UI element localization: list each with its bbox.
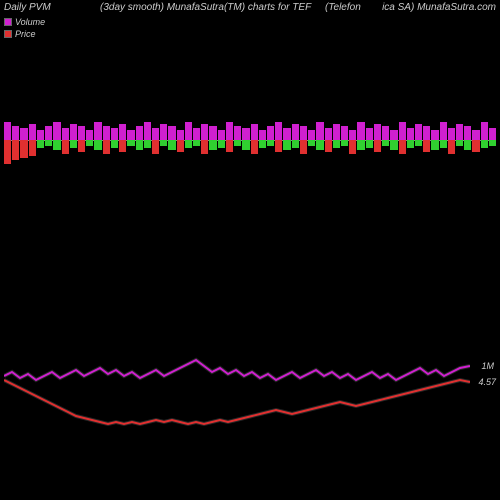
price-line-label: 4.57 <box>478 377 496 387</box>
bar <box>275 90 282 190</box>
pvm-bar-chart <box>4 90 496 190</box>
bar <box>251 90 258 190</box>
bar <box>53 90 60 190</box>
bar <box>209 90 216 190</box>
bar <box>308 90 315 190</box>
bar <box>70 90 77 190</box>
bar <box>472 90 479 190</box>
bar <box>399 90 406 190</box>
bar <box>111 90 118 190</box>
bar <box>283 90 290 190</box>
legend-volume: Volume <box>4 16 45 28</box>
bar <box>234 90 241 190</box>
bar <box>12 90 19 190</box>
bar <box>226 90 233 190</box>
bar <box>103 90 110 190</box>
bar <box>144 90 151 190</box>
title-right1: (Telefon <box>325 2 361 13</box>
bar <box>431 90 438 190</box>
bar <box>325 90 332 190</box>
bar <box>185 90 192 190</box>
line-chart: 1M 4.57 <box>4 330 470 470</box>
bar <box>481 90 488 190</box>
chart-header: Daily PVM (3day smooth) MunafaSutra(TM) … <box>0 2 500 42</box>
legend-price: Price <box>4 28 45 40</box>
bar <box>423 90 430 190</box>
bar <box>119 90 126 190</box>
bar <box>292 90 299 190</box>
bar <box>489 90 496 190</box>
title-center: (3day smooth) MunafaSutra(TM) charts for… <box>100 2 311 13</box>
bar <box>464 90 471 190</box>
line-svg <box>4 330 470 470</box>
bar <box>382 90 389 190</box>
bar <box>160 90 167 190</box>
bar <box>152 90 159 190</box>
bar <box>242 90 249 190</box>
bar <box>29 90 36 190</box>
bar <box>218 90 225 190</box>
bar-container <box>4 90 496 190</box>
bar <box>4 90 11 190</box>
legend: Volume Price <box>4 16 45 40</box>
bar <box>20 90 27 190</box>
bar <box>136 90 143 190</box>
bar <box>316 90 323 190</box>
bar <box>341 90 348 190</box>
bar <box>374 90 381 190</box>
legend-price-box <box>4 30 12 38</box>
legend-volume-label: Volume <box>15 17 45 27</box>
title-right2: ica SA) MunafaSutra.com <box>382 2 496 13</box>
bar <box>86 90 93 190</box>
bar <box>366 90 373 190</box>
volume-line-label: 1M <box>481 361 494 371</box>
bar <box>333 90 340 190</box>
legend-price-label: Price <box>15 29 36 39</box>
bar <box>201 90 208 190</box>
legend-volume-box <box>4 18 12 26</box>
bar <box>94 90 101 190</box>
bar <box>349 90 356 190</box>
bar <box>357 90 364 190</box>
bar <box>127 90 134 190</box>
bar <box>456 90 463 190</box>
bar <box>45 90 52 190</box>
bar <box>193 90 200 190</box>
bar <box>259 90 266 190</box>
bar <box>300 90 307 190</box>
bar <box>448 90 455 190</box>
bar <box>415 90 422 190</box>
bar <box>390 90 397 190</box>
bar <box>177 90 184 190</box>
bar <box>78 90 85 190</box>
bar <box>440 90 447 190</box>
bar <box>62 90 69 190</box>
bar <box>407 90 414 190</box>
bar <box>37 90 44 190</box>
title-left: Daily PVM <box>4 2 51 13</box>
bar <box>168 90 175 190</box>
bar <box>267 90 274 190</box>
